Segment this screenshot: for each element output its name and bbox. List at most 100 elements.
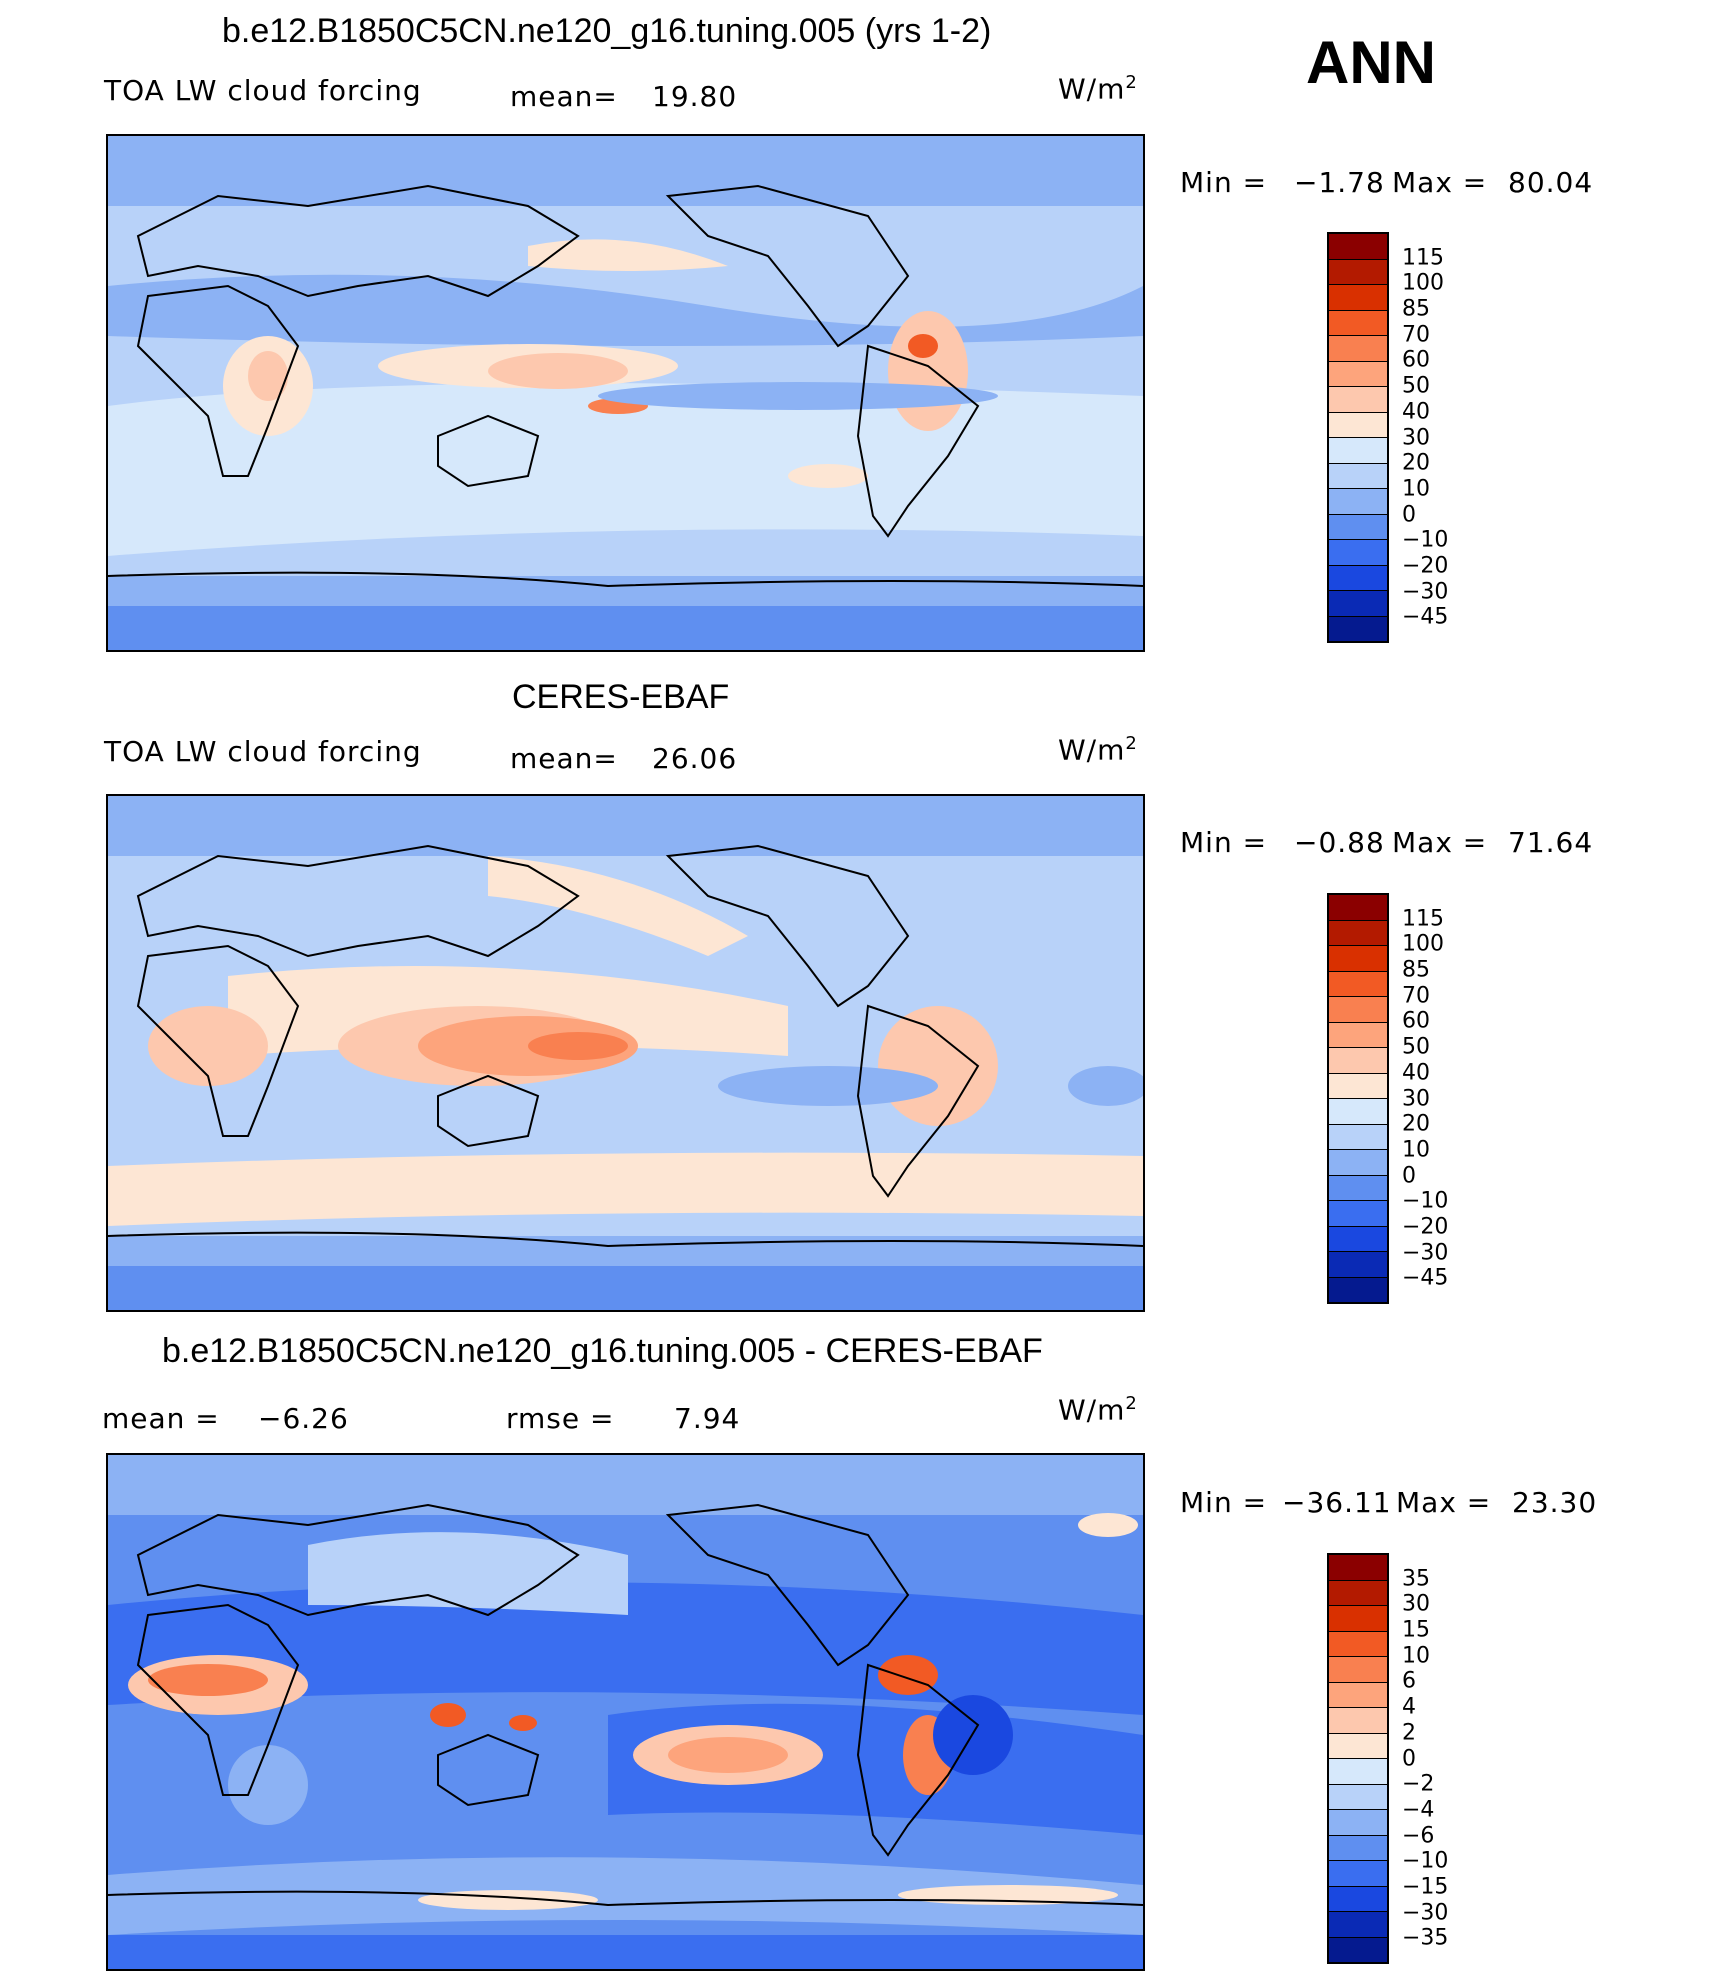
- colorbar-tick-label: 10: [1402, 1137, 1430, 1163]
- colorbar-swatch: [1329, 1784, 1387, 1810]
- colorbar-tick-label: −10: [1402, 1188, 1449, 1214]
- colorbar-swatch: [1329, 438, 1387, 464]
- colorbar-swatch: [1329, 1099, 1387, 1125]
- colorbar-tick-label: 0: [1402, 1163, 1416, 1189]
- colorbar-swatch: [1329, 336, 1387, 362]
- colorbar-swatch: [1329, 1150, 1387, 1176]
- colorbar-tick-label: 30: [1402, 1086, 1430, 1111]
- colorbar-swatch: [1329, 1835, 1387, 1861]
- panel3-rmse-label: rmse =: [506, 1402, 615, 1435]
- panel3-rmse-value: 7.94: [674, 1402, 741, 1435]
- colorbar-swatch: [1329, 361, 1387, 387]
- colorbar-swatch: [1329, 1226, 1387, 1252]
- panel1-map: [106, 134, 1145, 652]
- colorbar-swatch: [1329, 1606, 1387, 1632]
- colorbar-swatch: [1329, 412, 1387, 438]
- panel1-mean-value: 19.80: [652, 80, 738, 113]
- colorbar-swatch: [1329, 1912, 1387, 1938]
- colorbar-tick-label: −35: [1402, 1925, 1449, 1951]
- panel3-max-label: Max =: [1396, 1486, 1492, 1519]
- panel3-colorbar: [1327, 1553, 1389, 1964]
- panel3-mean-label: mean =: [102, 1402, 220, 1435]
- panel3-map: [106, 1453, 1145, 1971]
- panel3-title: b.e12.B1850C5CN.ne120_g16.tuning.005 - C…: [162, 1332, 1043, 1370]
- panel2-min-value: −0.88: [1294, 826, 1385, 859]
- colorbar-tick-label: 4: [1402, 1694, 1416, 1720]
- colorbar-tick-label: 85: [1402, 296, 1430, 322]
- colorbar-tick-label: −10: [1402, 1848, 1449, 1874]
- colorbar-tick-label: 40: [1402, 399, 1430, 425]
- colorbar-tick-label: 50: [1402, 373, 1430, 399]
- colorbar-tick-label: −45: [1402, 604, 1449, 630]
- colorbar-swatch: [1329, 1733, 1387, 1759]
- season-label: ANN: [1306, 29, 1436, 96]
- panel3-min-label: Min =: [1180, 1486, 1268, 1519]
- colorbar-swatch: [1329, 1252, 1387, 1278]
- colorbar-tick-label: 10: [1402, 476, 1430, 502]
- colorbar-swatch: [1329, 1657, 1387, 1683]
- colorbar-swatch: [1329, 514, 1387, 540]
- panel1-min-label: Min =: [1180, 166, 1268, 199]
- panel2-title: CERES-EBAF: [512, 678, 730, 716]
- panel3-min-value: −36.11: [1282, 1486, 1392, 1519]
- colorbar-swatch: [1329, 1631, 1387, 1657]
- colorbar-tick-label: 100: [1402, 931, 1444, 957]
- panel3-max-value: 23.30: [1512, 1486, 1598, 1519]
- colorbar-swatch: [1329, 387, 1387, 413]
- colorbar-tick-label: 115: [1402, 245, 1444, 271]
- colorbar-tick-label: 50: [1402, 1034, 1430, 1060]
- colorbar-tick-label: −15: [1402, 1874, 1449, 1900]
- panel2-variable: TOA LW cloud forcing: [104, 735, 422, 768]
- panel2-max-label: Max =: [1392, 826, 1488, 859]
- colorbar-tick-label: 40: [1402, 1060, 1430, 1086]
- panel1-mean-label: mean=: [510, 80, 618, 113]
- colorbar-tick-label: 100: [1402, 270, 1444, 296]
- colorbar-swatch: [1329, 1759, 1387, 1785]
- colorbar-tick-label: −6: [1402, 1823, 1435, 1849]
- colorbar-tick-label: 70: [1402, 322, 1430, 348]
- panel2-units: W/m2: [1058, 733, 1138, 767]
- colorbar-swatch: [1329, 591, 1387, 617]
- colorbar-swatch: [1329, 565, 1387, 591]
- colorbar-tick-label: −30: [1402, 1240, 1449, 1266]
- colorbar-tick-label: 35: [1402, 1566, 1430, 1592]
- colorbar-tick-label: −30: [1402, 579, 1449, 605]
- colorbar-swatch: [1329, 1937, 1387, 1962]
- panel1-max-value: 80.04: [1508, 166, 1594, 199]
- colorbar-tick-label: −20: [1402, 553, 1449, 579]
- colorbar-tick-label: 20: [1402, 1111, 1430, 1137]
- panel2-colorbar: [1327, 893, 1389, 1304]
- panel1-units: W/m2: [1058, 72, 1138, 106]
- colorbar-swatch: [1329, 1073, 1387, 1099]
- colorbar-tick-label: 6: [1402, 1668, 1416, 1694]
- panel2-min-label: Min =: [1180, 826, 1268, 859]
- colorbar-swatch: [1329, 310, 1387, 336]
- colorbar-tick-label: −2: [1402, 1771, 1435, 1797]
- colorbar-swatch: [1329, 540, 1387, 566]
- colorbar-tick-label: 15: [1402, 1617, 1430, 1643]
- colorbar-tick-label: 30: [1402, 1591, 1430, 1617]
- colorbar-swatch: [1329, 1555, 1387, 1581]
- colorbar-swatch: [1329, 1124, 1387, 1150]
- colorbar-swatch: [1329, 1201, 1387, 1227]
- panel1-max-label: Max =: [1392, 166, 1488, 199]
- colorbar-swatch: [1329, 1048, 1387, 1074]
- colorbar-tick-label: −4: [1402, 1797, 1435, 1823]
- colorbar-tick-label: 2: [1402, 1720, 1416, 1746]
- colorbar-swatch: [1329, 1682, 1387, 1708]
- colorbar-tick-label: 0: [1402, 1746, 1416, 1771]
- colorbar-swatch: [1329, 1175, 1387, 1201]
- colorbar-tick-label: 60: [1402, 1008, 1430, 1034]
- panel3-units: W/m2: [1058, 1393, 1138, 1427]
- colorbar-swatch: [1329, 895, 1387, 921]
- colorbar-swatch: [1329, 234, 1387, 260]
- panel2-mean-value: 26.06: [652, 742, 738, 775]
- panel1-colorbar: [1327, 232, 1389, 643]
- panel2-mean-label: mean=: [510, 742, 618, 775]
- colorbar-swatch: [1329, 463, 1387, 489]
- colorbar-tick-label: −20: [1402, 1214, 1449, 1240]
- colorbar-tick-label: 115: [1402, 906, 1444, 932]
- panel2-max-value: 71.64: [1508, 826, 1594, 859]
- colorbar-swatch: [1329, 616, 1387, 641]
- panel3-mean-value: −6.26: [258, 1402, 349, 1435]
